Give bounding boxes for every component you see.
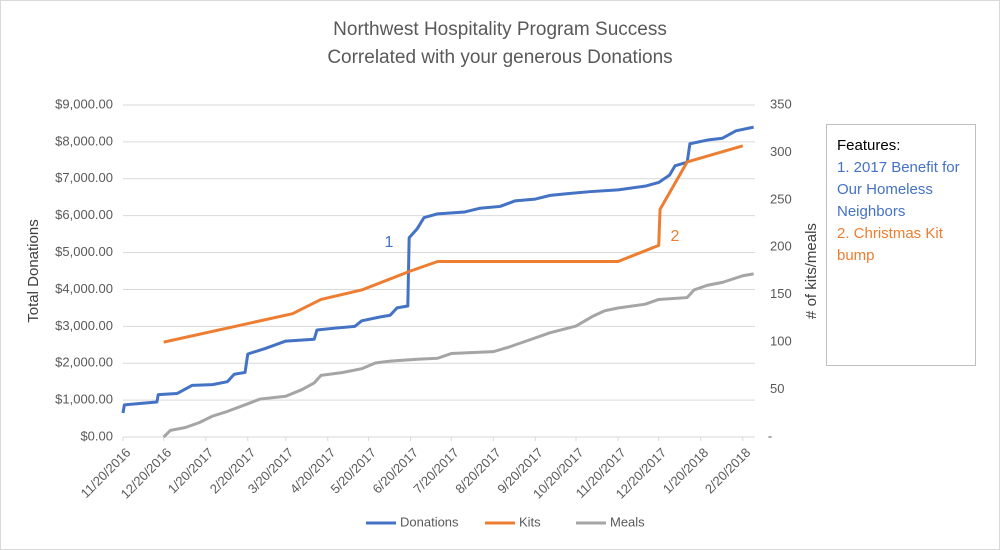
y-tick-label: $4,000.00 — [55, 281, 113, 296]
y-tick-label: $2,000.00 — [55, 355, 113, 370]
series-line — [162, 272, 754, 439]
y-tick-label: $5,000.00 — [55, 244, 113, 259]
legend-label: Meals — [610, 514, 645, 529]
notes-title: Features: — [837, 137, 901, 154]
x-tick-label: 2/20/2018 — [702, 445, 754, 497]
legend-label: Donations — [400, 514, 459, 529]
y-tick-label: $9,000.00 — [55, 96, 113, 111]
y-tick-label: $6,000.00 — [55, 207, 113, 222]
y-tick-label: $7,000.00 — [55, 170, 113, 185]
y-tick-label: $8,000.00 — [55, 133, 113, 148]
y2-tick-label: - — [768, 428, 772, 443]
y2-tick-label: 150 — [770, 286, 792, 301]
y2-tick-label: 250 — [770, 191, 792, 206]
y2-tick-label: 100 — [770, 334, 792, 349]
y-tick-label: $0.00 — [80, 428, 113, 443]
note: 1. 2017 Benefit for Our Homeless Neighbo… — [837, 159, 960, 220]
note: 2. Christmas Kit bump — [837, 225, 943, 264]
annotation: 1 — [385, 234, 394, 251]
notes-box: Features: 1. 2017 Benefit for Our Homele… — [826, 124, 976, 366]
y2-tick-label: 200 — [770, 239, 792, 254]
y2-tick-label: 300 — [770, 144, 792, 159]
legend-label: Kits — [519, 514, 541, 529]
y-tick-label: $1,000.00 — [55, 392, 113, 407]
y2-tick-label: 350 — [770, 96, 792, 111]
annotation: 2 — [671, 228, 680, 245]
series-line — [121, 125, 754, 414]
y-axis-title: Total Donations — [25, 219, 42, 322]
chart-subtitle: Correlated with your generous Donations — [327, 47, 672, 68]
chart-title: Northwest Hospitality Program Success — [333, 19, 667, 40]
series-line — [163, 144, 744, 344]
y-tick-label: $3,000.00 — [55, 318, 113, 333]
y2-axis-title: # of kits/meals — [803, 223, 820, 319]
y2-tick-label: 50 — [770, 381, 784, 396]
